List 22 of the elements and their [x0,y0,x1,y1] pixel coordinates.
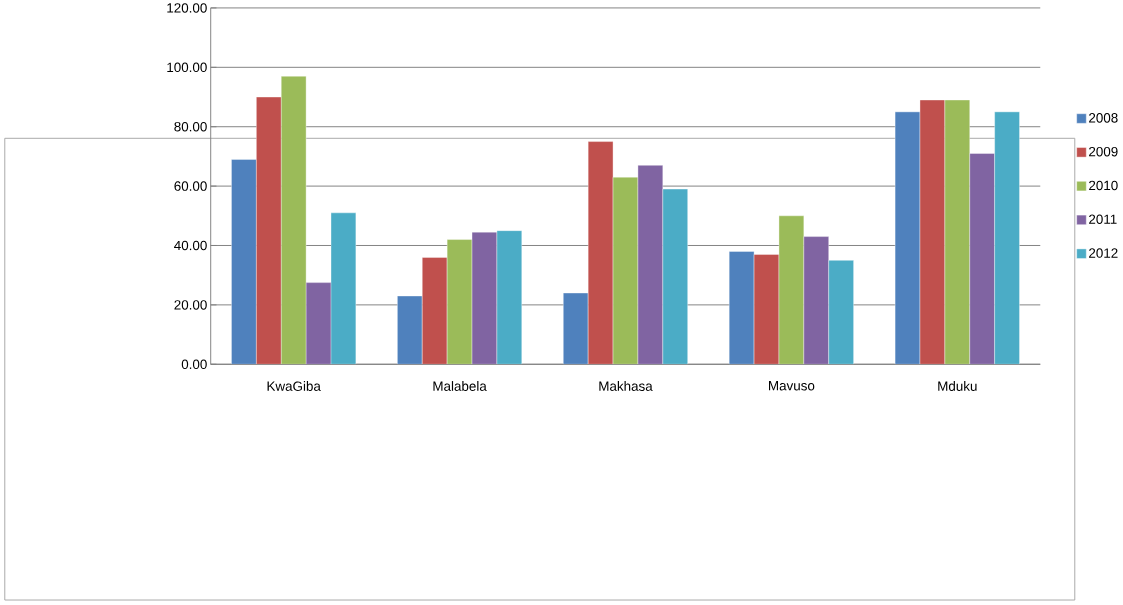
bar [894,111,921,365]
legend-label: 2012 [1089,248,1118,258]
x-tick-label: Makhasa [599,381,653,392]
legend-label: 2009 [1089,147,1118,157]
legend-label: 2010 [1089,180,1118,191]
y-tick-label: 60.00 [174,181,207,191]
x-tick-label: KwaGiba [267,381,321,392]
y-tick-label: 40.00 [174,240,207,251]
legend-label: 2011 [1089,214,1117,225]
y-tick-label: 20.00 [174,300,207,310]
x-tick-label: Mavuso [769,381,815,391]
x-tick-label: Malabela [433,381,487,392]
x-tick-label: Mduku [938,381,977,392]
bar [728,251,755,365]
y-tick-label: 0.00 [181,359,207,370]
y-tick-label: 100.00 [167,62,207,73]
y-tick-label: 80.00 [174,122,207,132]
bar [397,295,423,365]
y-tick-label: 120.00 [167,3,207,13]
bar [231,159,257,365]
legend-label: 2008 [1089,113,1118,123]
bar [563,292,589,365]
